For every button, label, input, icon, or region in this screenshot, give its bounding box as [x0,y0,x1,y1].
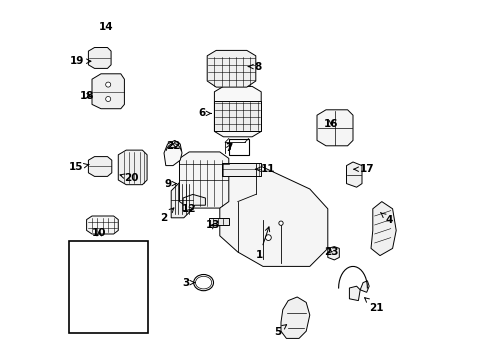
Polygon shape [88,157,112,176]
Text: 12: 12 [182,204,196,214]
Text: 20: 20 [120,173,139,183]
Polygon shape [349,286,360,301]
Text: 16: 16 [324,119,339,129]
Polygon shape [346,162,362,187]
Text: 5: 5 [274,325,287,337]
Text: 1: 1 [256,227,270,260]
Polygon shape [88,48,111,68]
Text: 22: 22 [166,141,180,151]
Polygon shape [171,180,193,218]
Polygon shape [221,163,261,176]
Text: 15: 15 [69,162,89,172]
Polygon shape [164,140,182,166]
Text: 23: 23 [324,247,339,257]
Text: 19: 19 [70,56,91,66]
Circle shape [266,235,271,240]
Text: 17: 17 [354,164,375,174]
Text: 21: 21 [365,298,384,313]
Circle shape [279,221,283,225]
Polygon shape [183,194,205,211]
Polygon shape [215,86,261,137]
Polygon shape [317,110,353,146]
Text: 9: 9 [164,179,177,189]
Polygon shape [207,50,256,87]
Circle shape [106,82,111,87]
Polygon shape [209,218,229,225]
Polygon shape [215,101,261,131]
Polygon shape [92,74,124,109]
Polygon shape [360,281,369,292]
Text: 3: 3 [182,278,195,288]
Text: 11: 11 [256,164,276,174]
Text: 4: 4 [380,212,393,225]
Text: 8: 8 [248,62,261,72]
Text: 14: 14 [99,22,114,32]
Text: 2: 2 [160,208,174,223]
Ellipse shape [196,276,212,289]
Text: 18: 18 [79,91,94,101]
Circle shape [106,96,111,102]
Bar [69,241,148,333]
Polygon shape [118,150,147,185]
Polygon shape [371,202,396,256]
Polygon shape [328,247,339,260]
Polygon shape [229,139,248,155]
Polygon shape [179,152,229,208]
Text: 13: 13 [205,220,220,230]
Text: 10: 10 [92,228,106,238]
Polygon shape [281,297,310,338]
Polygon shape [87,216,118,234]
Text: 6: 6 [198,108,211,118]
Ellipse shape [194,274,214,291]
Polygon shape [220,164,328,266]
Text: 7: 7 [225,143,233,153]
